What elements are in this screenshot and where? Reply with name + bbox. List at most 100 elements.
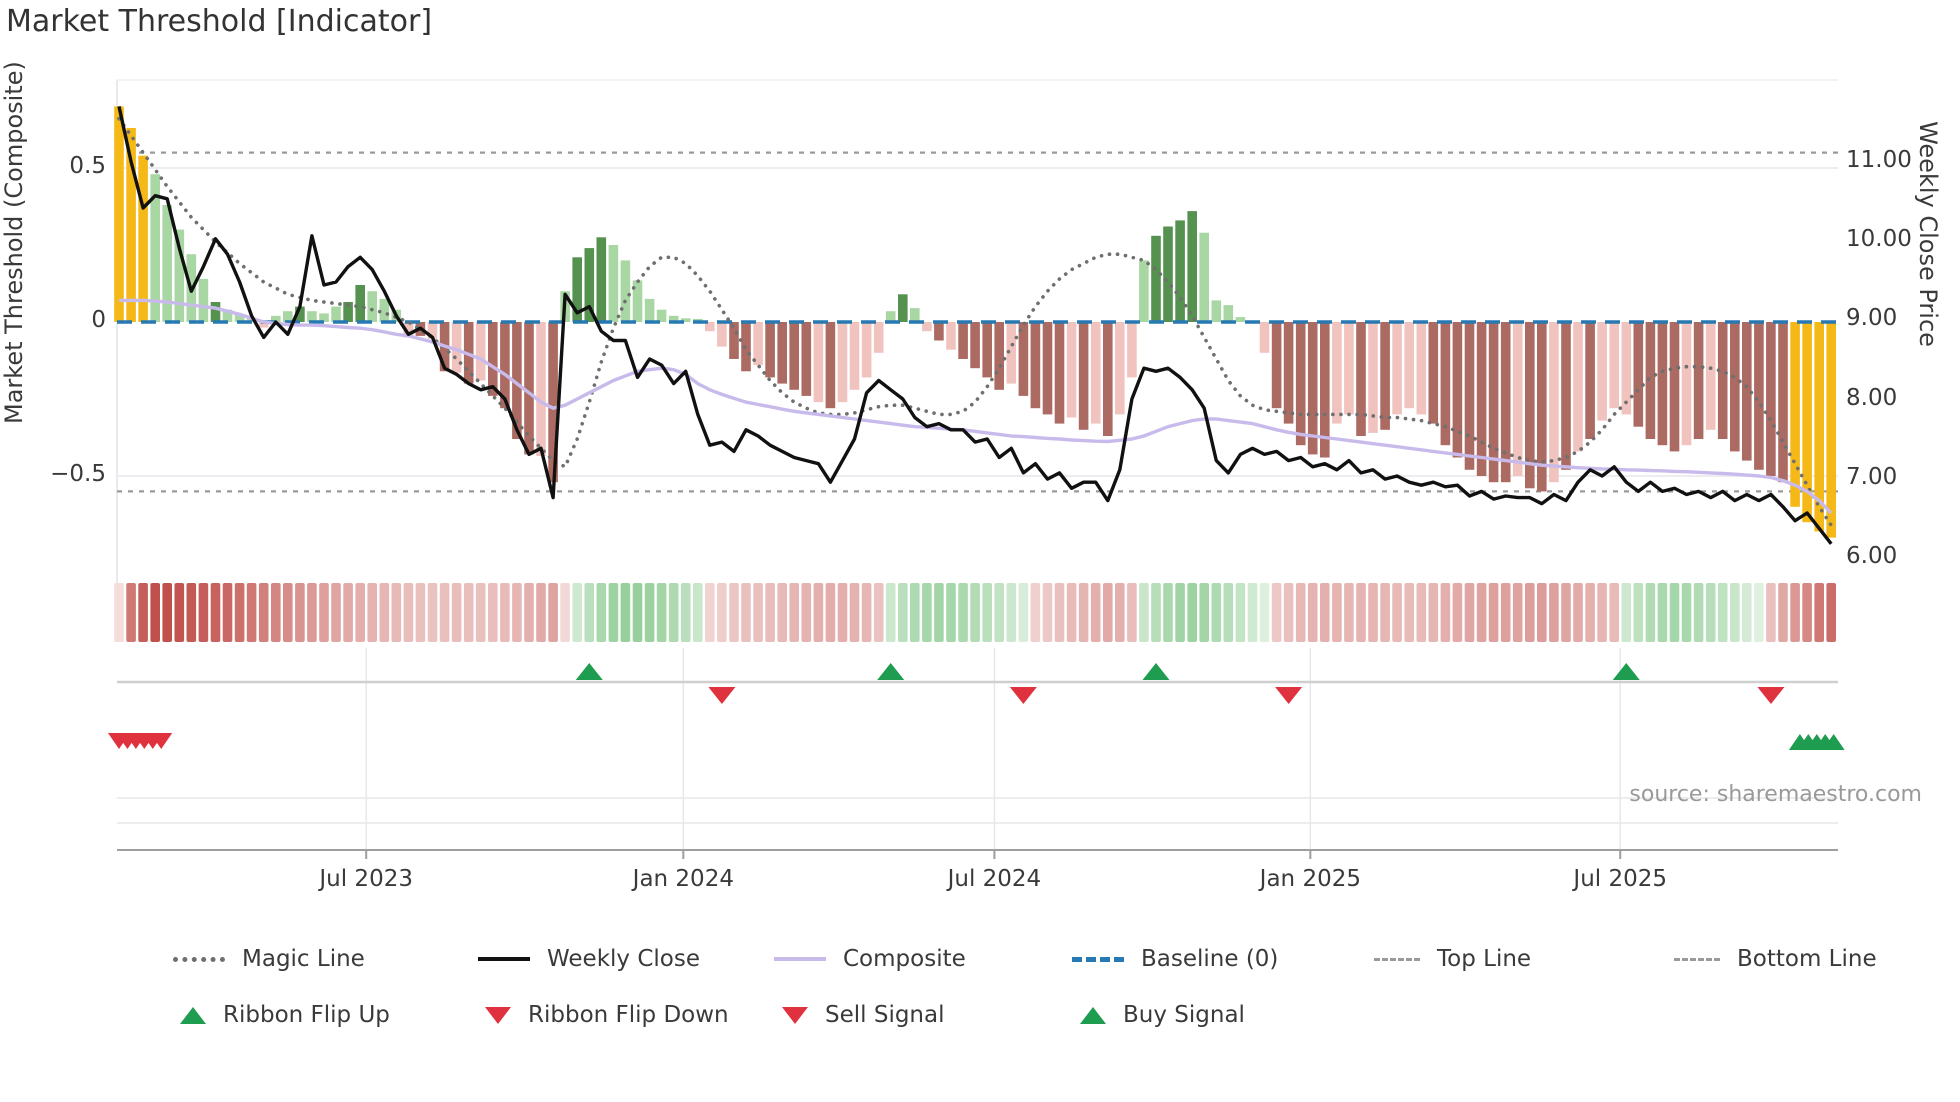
ribbon-cell <box>1078 583 1089 642</box>
ribbon-cell <box>1054 583 1065 642</box>
ribbon-cell <box>548 583 558 642</box>
legend-label: Magic Line <box>242 946 365 972</box>
composite-bar <box>1416 322 1427 415</box>
right-axis-tick-label: 6.00 <box>1846 543 1898 569</box>
composite-bar <box>524 322 534 455</box>
legend-label: Ribbon Flip Up <box>223 1002 390 1028</box>
ribbon-cell <box>1066 583 1077 642</box>
ribbon-cell <box>295 583 305 642</box>
ribbon-cell <box>1139 583 1149 642</box>
composite-bar <box>572 257 582 322</box>
ribbon-cell <box>873 583 884 642</box>
ribbon-cell <box>1127 583 1137 642</box>
ribbon-cell <box>765 583 775 642</box>
composite-bar <box>1790 322 1800 507</box>
composite-bar <box>1766 322 1776 476</box>
ribbon-cell <box>1307 583 1318 642</box>
ribbon-cell <box>1549 583 1559 642</box>
composite-bar <box>174 229 185 322</box>
composite-bar <box>343 302 353 322</box>
ribbon-cell <box>1392 583 1402 642</box>
legend-item-ribbon-flip-down: Ribbon Flip Down <box>485 1000 729 1030</box>
composite-bar <box>319 313 329 322</box>
composite-bar <box>680 318 691 322</box>
ribbon-cell <box>258 583 269 642</box>
ribbon-cell <box>1151 583 1161 642</box>
x-axis-tick-label: Jul 2024 <box>947 866 1042 892</box>
composite-bar <box>1585 322 1595 439</box>
ribbon-cell <box>379 583 390 642</box>
composite-bar <box>970 322 980 369</box>
ribbon-cell <box>524 583 534 642</box>
composite-bar <box>1283 322 1294 424</box>
ribbon-flip-down-marker <box>708 687 736 704</box>
composite-bar <box>1814 322 1824 532</box>
composite-bar <box>1066 322 1077 418</box>
ribbon-cell <box>150 583 160 642</box>
composite-bar <box>1561 322 1571 470</box>
composite-bar <box>934 322 944 341</box>
composite-bar <box>1320 322 1330 458</box>
composite-bar <box>1705 322 1716 430</box>
ribbon-cell <box>970 583 980 642</box>
ribbon-cell <box>439 583 450 642</box>
composite-bar <box>1488 322 1499 483</box>
composite-bar <box>1211 300 1222 322</box>
ribbon-flip-down-marker <box>1757 687 1785 704</box>
composite-bar <box>138 155 148 322</box>
composite-bar <box>837 322 848 403</box>
composite-bar <box>717 322 727 347</box>
composite-bar <box>994 322 1004 390</box>
sell-signal-marker <box>150 733 173 749</box>
legend-swatch-solid <box>774 957 826 961</box>
ribbon-cell <box>114 583 124 642</box>
composite-bar <box>536 322 546 456</box>
ribbon-cell <box>488 583 498 642</box>
ribbon-cell <box>1525 583 1535 642</box>
legend-swatch-finedash <box>1374 957 1420 961</box>
legend-label: Buy Signal <box>1123 1002 1245 1028</box>
ribbon-cell <box>403 583 414 642</box>
legend-swatch-dotted <box>173 956 225 962</box>
composite-bar <box>1235 317 1246 322</box>
ribbon-cell <box>391 583 402 642</box>
ribbon-cell <box>1416 583 1427 642</box>
composite-bar <box>403 322 414 338</box>
ribbon-cell <box>1223 583 1234 642</box>
right-axis-tick-label: 10.00 <box>1846 226 1912 253</box>
ribbon-cell <box>1645 583 1656 642</box>
composite-bar <box>1717 322 1728 439</box>
composite-bar <box>1693 322 1704 439</box>
ribbon-cell <box>849 583 860 642</box>
ribbon-cell <box>1585 583 1595 642</box>
composite-bar <box>1054 322 1065 424</box>
ribbon-cell <box>1006 583 1017 642</box>
ribbon-cell <box>319 583 329 642</box>
x-axis-tick-label: Jul 2025 <box>1573 866 1668 892</box>
right-axis-tick-label: 7.00 <box>1846 463 1898 490</box>
ribbon-cell <box>1163 583 1173 642</box>
ribbon-flip-up-marker <box>1612 663 1640 680</box>
legend-swatch-finedash <box>1674 957 1720 961</box>
ribbon-cell <box>174 583 185 642</box>
ribbon-cell <box>355 583 365 642</box>
ribbon-cell <box>331 583 341 642</box>
ribbon-cell <box>500 583 510 642</box>
legend-label: Top Line <box>1437 946 1532 972</box>
composite-bar <box>1030 322 1041 409</box>
ribbon-cell <box>1705 583 1716 642</box>
composite-bar <box>258 322 269 328</box>
ribbon-cell <box>1018 583 1029 642</box>
ribbon-cell <box>162 583 172 642</box>
ribbon-cell <box>1235 583 1246 642</box>
ribbon-cell <box>1754 583 1764 642</box>
ribbon-cell <box>946 583 956 642</box>
composite-bar <box>1525 322 1535 489</box>
ribbon-flip-up-marker <box>877 663 905 680</box>
legend-item-magic-line: Magic Line <box>173 944 365 974</box>
composite-bar <box>150 174 160 322</box>
ribbon-cell <box>1633 583 1644 642</box>
composite-bar <box>1090 322 1101 424</box>
composite-bar <box>861 322 872 378</box>
composite-bar <box>849 322 860 390</box>
